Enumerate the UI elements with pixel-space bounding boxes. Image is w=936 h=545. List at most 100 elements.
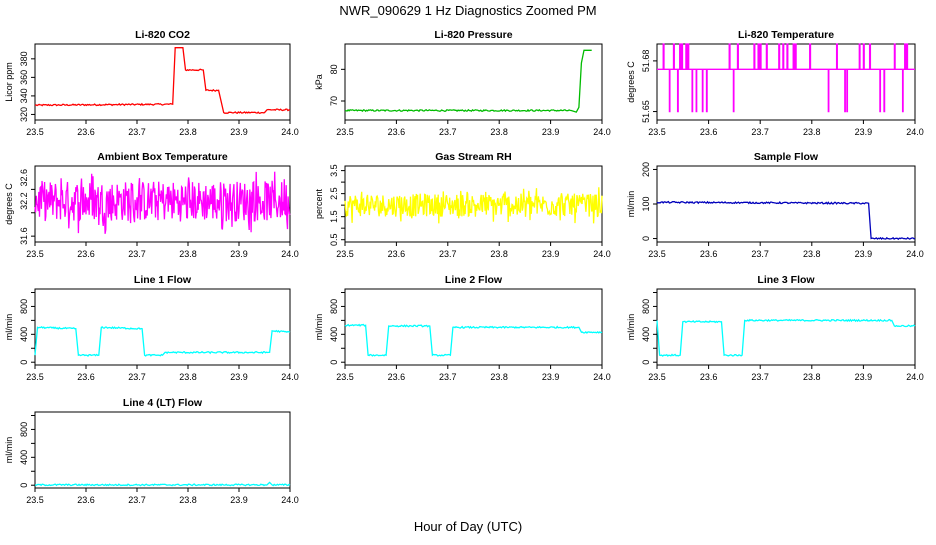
y-tick-label: 51.68	[641, 50, 651, 73]
panel-6: Line 1 Flow 23.5 23.6 23.7 23.8 23.9 24.0 0 400 8…	[4, 274, 299, 382]
x-tick-label: 23.6	[77, 127, 95, 137]
y-tick-label: 800	[19, 299, 29, 314]
panel-7: Line 2 Flow 23.5 23.6 23.7 23.8 23.9 24.0 0 400 8…	[314, 274, 611, 382]
y-tick-label: 51.65	[641, 100, 651, 123]
y-tick-label: 800	[329, 299, 339, 314]
y-axis-label: kPa	[314, 74, 324, 90]
y-tick-label: 320	[19, 107, 29, 122]
y-axis-label: ml/min	[314, 314, 324, 341]
x-tick-label: 23.6	[77, 372, 95, 382]
x-tick-label: 23.6	[388, 249, 406, 259]
panel-3: Ambient Box Temperature 23.5 23.6 23.7 23.8 2…	[4, 151, 299, 259]
x-tick-label: 23.8	[803, 127, 821, 137]
x-tick-label: 23.7	[128, 127, 146, 137]
panel-0: Li-820 CO2 23.5 23.6 23.7 23.8 23.9 24.0 320 340…	[4, 29, 299, 137]
plot-box	[34, 411, 291, 489]
x-tick-label: 23.7	[751, 127, 769, 137]
x-tick-label: 23.8	[179, 495, 197, 505]
x-tick-label: 23.7	[751, 372, 769, 382]
y-axis-label: degrees C	[626, 61, 636, 103]
panel-4: Gas Stream RH 23.5 23.6 23.7 23.8 23.9 24.0 0.5…	[314, 151, 611, 259]
y-axis-label: ml/min	[4, 437, 14, 464]
x-tick-label: 23.6	[700, 249, 718, 259]
y-tick-label: 0	[641, 360, 651, 365]
plot-box	[656, 165, 916, 243]
y-tick-label: 400	[19, 327, 29, 342]
y-tick-label: 380	[19, 51, 29, 66]
x-tick-label: 23.7	[439, 127, 457, 137]
y-tick-label: 31.6	[19, 227, 29, 245]
plot-box	[656, 288, 916, 366]
x-tick-label: 23.9	[542, 249, 560, 259]
x-tick-label: 24.0	[906, 372, 924, 382]
series-line	[656, 318, 916, 357]
panel-title: Li-820 Pressure	[434, 29, 512, 41]
x-tick-label: 23.8	[179, 127, 197, 137]
series-line	[34, 325, 291, 357]
panel-1: Li-820 Pressure 23.5 23.6 23.7 23.8 23.9 24.0 7…	[314, 29, 611, 137]
x-tick-label: 23.9	[855, 127, 873, 137]
y-tick-label: 800	[641, 299, 651, 314]
x-tick-label: 24.0	[281, 372, 299, 382]
x-tick-label: 24.0	[906, 127, 924, 137]
figure-title: NWR_090629 1 Hz Diagnostics Zoomed PM	[339, 3, 596, 18]
x-tick-label: 23.5	[336, 127, 354, 137]
x-tick-label: 23.5	[648, 372, 666, 382]
y-tick-label: 70	[329, 96, 339, 106]
panel-title: Ambient Box Temperature	[97, 151, 228, 163]
x-tick-label: 23.6	[388, 372, 406, 382]
x-tick-label: 23.6	[700, 127, 718, 137]
x-tick-label: 23.5	[26, 372, 44, 382]
y-tick-label: 400	[329, 327, 339, 342]
x-tick-label: 23.6	[388, 127, 406, 137]
x-tick-label: 23.6	[700, 372, 718, 382]
x-tick-label: 23.8	[490, 249, 508, 259]
plot-box	[34, 43, 291, 121]
x-tick-label: 23.7	[128, 249, 146, 259]
x-tick-label: 23.8	[803, 372, 821, 382]
series-line	[34, 171, 291, 234]
y-axis-label: ml/min	[4, 314, 14, 341]
y-tick-label: 3.5	[329, 164, 339, 177]
x-tick-label: 24.0	[593, 372, 611, 382]
x-tick-label: 23.5	[26, 249, 44, 259]
y-axis-label: ml/min	[626, 191, 636, 218]
y-tick-label: 340	[19, 88, 29, 103]
panel-title: Gas Stream RH	[435, 151, 511, 163]
panel-5: Sample Flow 23.5 23.6 23.7 23.8 23.9 24.0 0 100 2…	[626, 151, 924, 259]
x-tick-label: 23.9	[230, 495, 248, 505]
x-tick-label: 23.8	[179, 249, 197, 259]
x-tick-label: 23.9	[855, 249, 873, 259]
panel-title: Li-820 Temperature	[738, 29, 834, 41]
y-tick-label: 80	[329, 64, 339, 74]
y-tick-label: 800	[19, 422, 29, 437]
panel-title: Line 3 Flow	[757, 274, 815, 286]
x-tick-label: 23.6	[77, 495, 95, 505]
y-axis-label: Licor ppm	[4, 62, 14, 102]
y-tick-label: 400	[641, 327, 651, 342]
y-tick-label: 400	[19, 450, 29, 465]
y-axis-label: percent	[314, 188, 324, 219]
x-tick-label: 23.8	[803, 249, 821, 259]
x-tick-label: 23.9	[230, 127, 248, 137]
plot-box	[344, 288, 603, 366]
y-tick-label: 2.5	[329, 187, 339, 200]
y-tick-label: 0	[19, 360, 29, 365]
x-tick-label: 23.8	[179, 372, 197, 382]
x-tick-label: 23.9	[542, 372, 560, 382]
x-tick-label: 23.5	[336, 249, 354, 259]
x-tick-label: 23.9	[542, 127, 560, 137]
plot-box	[34, 288, 291, 366]
x-tick-label: 23.5	[26, 127, 44, 137]
series-line	[344, 49, 592, 113]
y-tick-label: 100	[641, 196, 651, 211]
x-tick-label: 23.5	[26, 495, 44, 505]
series-line	[344, 323, 603, 357]
plot-box	[656, 43, 916, 121]
series-line	[34, 481, 291, 487]
x-tick-label: 23.8	[490, 127, 508, 137]
y-tick-label: 1.5	[329, 210, 339, 223]
x-tick-label: 23.8	[490, 372, 508, 382]
x-tick-label: 23.5	[336, 372, 354, 382]
